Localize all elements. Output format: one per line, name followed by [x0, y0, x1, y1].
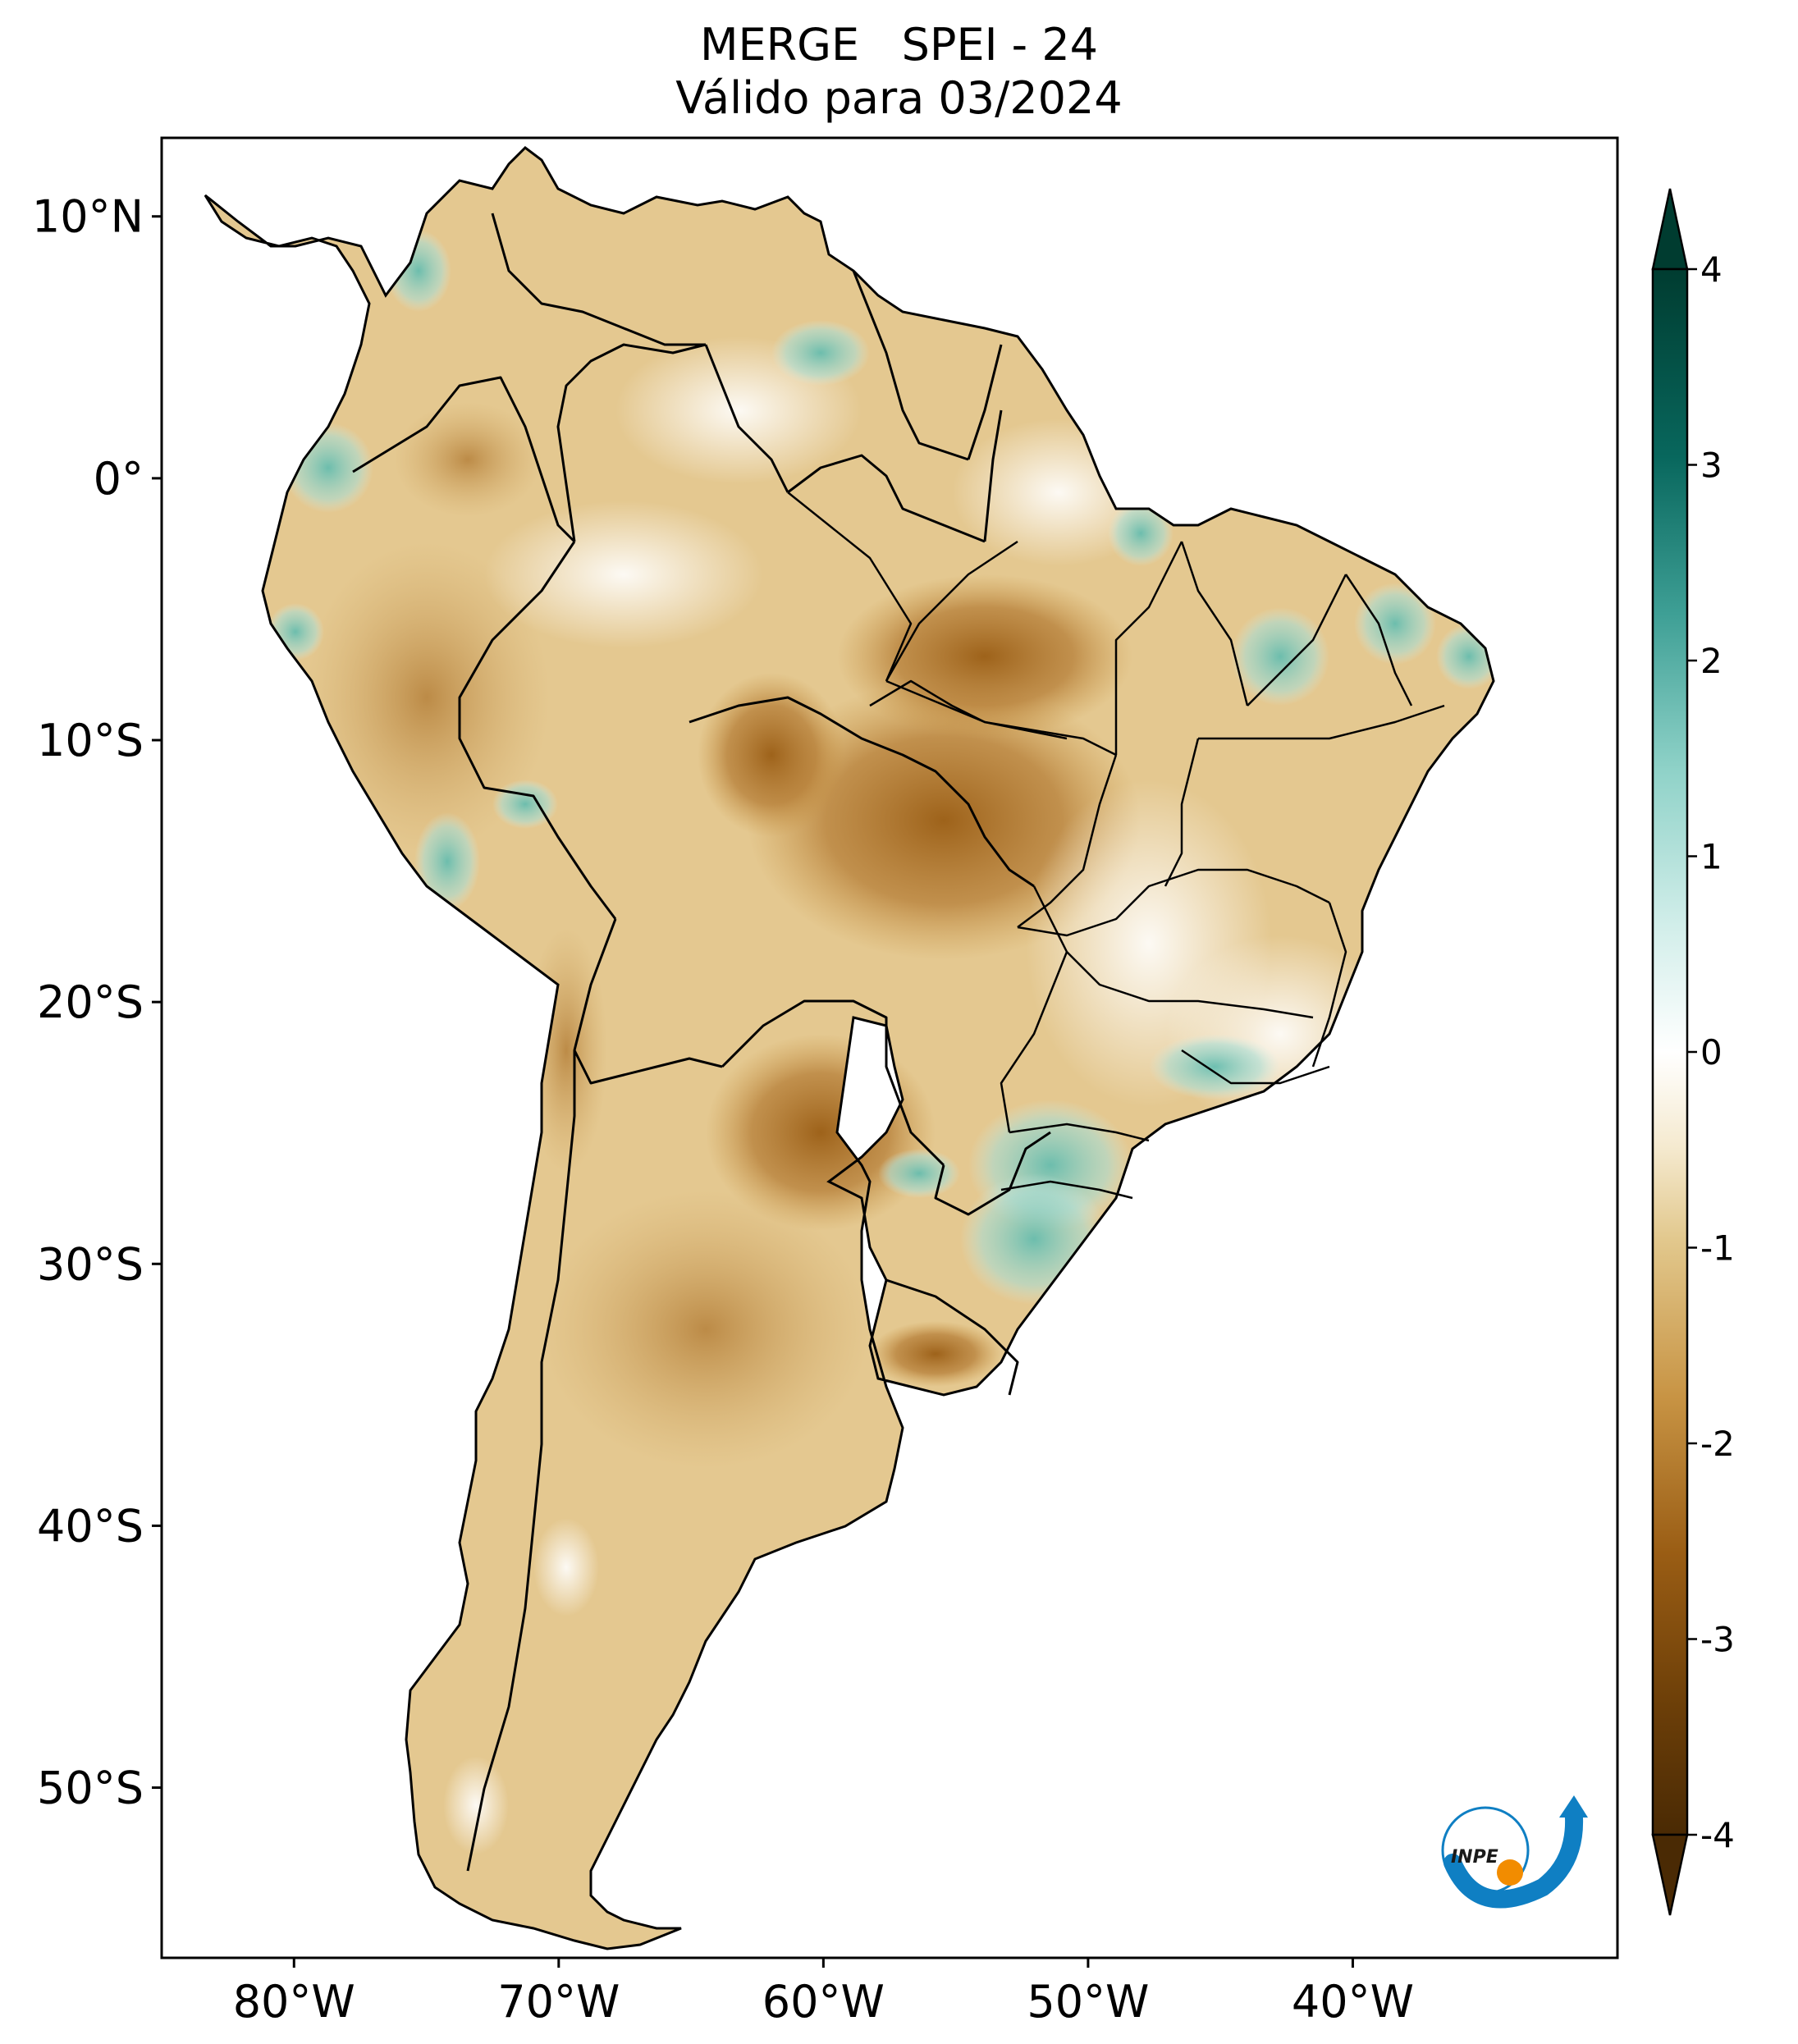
colorbar-gradient	[1651, 268, 1689, 1836]
logo-swoosh	[1443, 1809, 1584, 1909]
lon-tick-label: 70°W	[497, 1976, 620, 2028]
border-uruguay-brazil	[885, 1278, 1019, 1396]
border-amazonas-para	[885, 540, 1018, 682]
colorbar-tick-label: -3	[1700, 1620, 1735, 1660]
border-mato-grosso-do-sul-parana	[1000, 951, 1068, 1133]
colorbar-min-extend-arrow	[1651, 1833, 1689, 1916]
lat-tick-label: 30°S	[37, 1238, 144, 1290]
map-frame	[160, 136, 1619, 1959]
border-goias-minas	[1017, 868, 1330, 937]
colorbar-tick-label: 1	[1700, 837, 1723, 877]
logo-text: INPE	[1451, 1847, 1498, 1868]
colorbar-tick-label: 2	[1700, 641, 1723, 681]
lat-tick-label: 40°S	[37, 1500, 144, 1552]
lat-tick-label: 50°S	[37, 1763, 144, 1814]
colorbar-tick-label: -1	[1700, 1228, 1735, 1269]
lon-tick-label: 50°W	[1027, 1976, 1149, 2028]
colorbar: 4 3 2 1 0 -1 -2 -3 -4	[1651, 188, 1735, 1916]
colorbar-tick-label: 4	[1700, 249, 1723, 290]
lat-tick-label: 10°N	[32, 191, 144, 243]
logo-arrow-icon	[1559, 1795, 1588, 1818]
lon-tick-label: 60°W	[762, 1976, 885, 2028]
border-colombia-venezuela	[491, 213, 706, 346]
lon-tick-label: 40°W	[1292, 1976, 1414, 2028]
logo-orange-dot	[1497, 1859, 1523, 1886]
border-sao-paulo-minas-rio	[1181, 1049, 1330, 1085]
border-paraguay	[721, 999, 945, 1167]
inpe-logo: INPE	[1441, 1795, 1588, 1909]
colorbar-max-extend-arrow	[1651, 188, 1689, 271]
border-bolivia-brazil	[689, 696, 1035, 888]
border-para-tocantins	[1114, 541, 1183, 755]
colorbar-tick-label: 3	[1700, 446, 1723, 486]
border-colombia-venezuela-brazil	[704, 344, 789, 493]
border-maranhao-piaui	[1180, 541, 1249, 706]
longitude-labels: 80°W 70°W 60°W 50°W 40°W	[233, 1958, 1414, 2028]
lat-tick-label: 0°	[94, 453, 144, 505]
border-venezuela-guyana	[787, 454, 986, 543]
lat-tick-label: 10°S	[37, 715, 144, 766]
coastline	[204, 146, 1495, 1950]
border-paraguay-argentina-brazil	[934, 1131, 1051, 1216]
border-parana-santa-catarina	[1009, 1123, 1150, 1142]
border-peru-brazil-bolivia	[458, 541, 617, 920]
colorbar-tick-label: -4	[1700, 1815, 1735, 1855]
lat-tick-label: 20°S	[37, 976, 144, 1028]
map-subtitle: Válido para 03/2024	[675, 72, 1123, 124]
border-mato-grosso-para	[885, 679, 1117, 757]
state-borders	[787, 492, 1445, 1200]
colorbar-tick-label: 0	[1700, 1032, 1723, 1072]
border-bahia-north	[1198, 704, 1445, 740]
border-tocantins-bahia	[1164, 738, 1200, 887]
border-santa-catarina-rio-grande	[1000, 1180, 1133, 1200]
lon-tick-label: 80°W	[233, 1976, 355, 2028]
border-colombia-ecuador-peru	[352, 376, 576, 543]
spei-field	[267, 230, 1494, 1854]
latitude-labels: 10°N 0° 10°S 20°S 30°S 40°S 50°S	[32, 191, 162, 1814]
border-minas-espirito-santo	[1311, 902, 1347, 1068]
border-colombia-brazil	[556, 343, 707, 542]
border-amazonas-roraima	[787, 492, 913, 682]
border-bolivia-chile-argentina	[573, 918, 723, 1085]
border-guyana-suriname	[967, 344, 1003, 460]
colorbar-ticks: 4 3 2 1 0 -1 -2 -3 -4	[1687, 249, 1735, 1855]
border-piaui-ceara	[1247, 574, 1347, 706]
border-ceara-pernambuco	[1344, 574, 1413, 706]
border-guyana-venezuela	[852, 270, 969, 461]
border-mato-grosso-tocantins-goias	[1017, 754, 1118, 928]
border-suriname-french-guiana	[983, 409, 1003, 542]
country-borders	[352, 213, 1051, 1872]
colorbar-tick-label: -2	[1700, 1424, 1735, 1464]
map-title: MERGE SPEI - 24	[699, 19, 1099, 71]
border-chile-argentina	[466, 1050, 576, 1872]
